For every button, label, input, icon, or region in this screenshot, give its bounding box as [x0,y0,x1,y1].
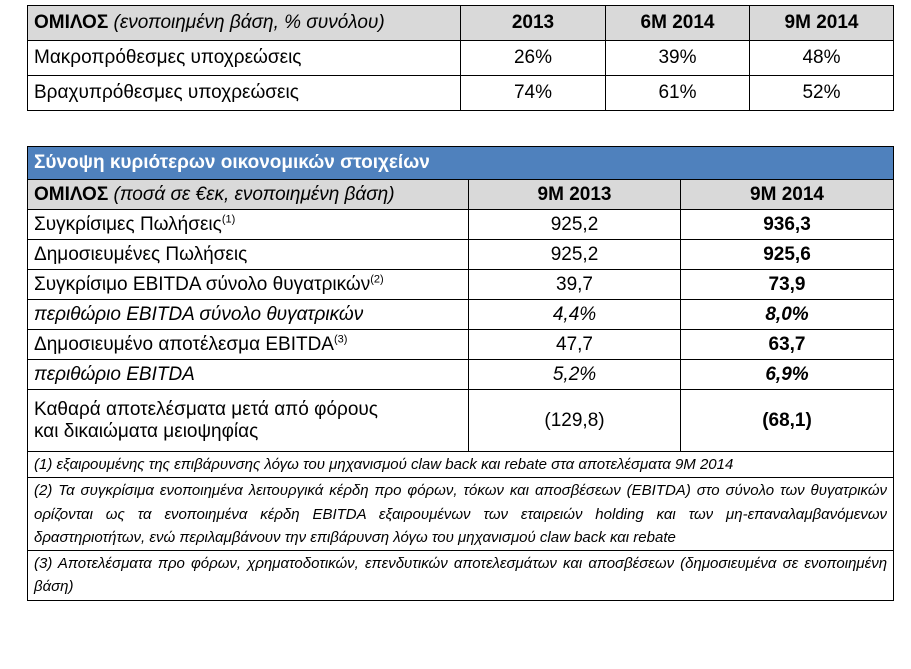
cell-value: 8,0% [679,299,895,330]
cell-value: 936,3 [679,209,895,240]
cell-value: 4,4% [468,299,681,330]
table-row: Καθαρά αποτελέσματα μετά από φόρους και δ… [27,389,895,452]
cell-value: 26% [460,40,606,76]
table-row: Δημοσιευμένες Πωλήσεις 925,2 925,6 [27,239,895,270]
cell-value: 925,2 [468,239,681,270]
table-row: Μακροπρόθεσμες υποχρεώσεις 26% 39% 48% [27,40,894,76]
footnote-row: (1) εξαιρουμένης της επιβάρυνσης λόγω το… [26,450,895,479]
row-label: Καθαρά αποτελέσματα μετά από φόρους και δ… [27,389,469,452]
row-label: Δημοσιευμένο αποτέλεσμα EBITDA(3) [27,329,469,360]
liabilities-table: ΟΜΙΛΟΣ (ενοποιημένη βάση, % συνόλου) 201… [27,5,894,111]
row-label-line2: και δικαιώματα μειοψηφίας [34,420,259,442]
table-header-row: ΟΜΙΛΟΣ (ενοποιημένη βάση, % συνόλου) 201… [27,5,894,41]
cell-value: (129,8) [468,389,681,452]
table-row: περιθώριο EBITDA σύνολο θυγατρικών 4,4% … [27,299,895,330]
cell-value: 48% [749,40,894,76]
table-row: περιθώριο EBITDA 5,2% 6,9% [27,359,895,390]
col-header-9m2014: 9Μ 2014 [679,179,895,210]
cell-value: 73,9 [679,269,895,300]
table-header-row: ΟΜΙΛΟΣ (ποσά σε €εκ, ενοποιημένη βάση) 9… [27,179,895,210]
table-row: Βραχυπρόθεσμες υποχρεώσεις 74% 61% 52% [27,75,894,111]
cell-value: 63,7 [679,329,895,360]
row-label-text: Δημοσιευμένο αποτέλεσμα EBITDA [34,333,334,355]
cell-value: (68,1) [679,389,895,452]
cell-value: 925,2 [468,209,681,240]
cell-value: 39% [605,40,750,76]
table-title: Σύνοψη κυριότερων οικονομικών στοιχείων [26,146,895,180]
cell-value: 925,6 [679,239,895,270]
table-title-row: Σύνοψη κυριότερων οικονομικών στοιχείων [26,146,895,180]
footnote-2: (2) Τα συγκρίσιμα ενοποιημένα λειτουργικ… [26,477,895,551]
cell-value: 74% [460,75,606,111]
cell-value: 5,2% [468,359,681,390]
row-label-text: Συγκρίσιμες Πωλήσεις [34,213,222,235]
row-label: περιθώριο EBITDA [27,359,469,390]
cell-value: 61% [605,75,750,111]
col-header-2013: 2013 [460,5,606,41]
cell-value: 52% [749,75,894,111]
row-label: Συγκρίσιμο EBITDA σύνολο θυγατρικών(2) [27,269,469,300]
col-header-9m2014: 9Μ 2014 [749,5,894,41]
row-label-text: Συγκρίσιμο EBITDA σύνολο θυγατρικών [34,273,371,295]
table-row: Συγκρίσιμες Πωλήσεις(1) 925,2 936,3 [27,209,895,240]
row-label-line1: Καθαρά αποτελέσματα μετά από φόρους [34,398,378,420]
table-row: Συγκρίσιμο EBITDA σύνολο θυγατρικών(2) 3… [27,269,895,300]
header-label-sub: (ενοποιημένη βάση, % συνόλου) [113,12,385,34]
table-row: Δημοσιευμένο αποτέλεσμα EBITDA(3) 47,7 6… [27,329,895,360]
row-label: Συγκρίσιμες Πωλήσεις(1) [27,209,469,240]
row-label: Δημοσιευμένες Πωλήσεις [27,239,469,270]
footnote-1: (1) εξαιρουμένης της επιβάρυνσης λόγω το… [26,450,895,479]
header-label-bold: ΟΜΙΛΟΣ [34,183,109,205]
row-label: Βραχυπρόθεσμες υποχρεώσεις [27,75,461,111]
financial-summary-table: Σύνοψη κυριότερων οικονομικών στοιχείων … [26,146,895,601]
cell-value: 39,7 [468,269,681,300]
col-header-9m2013: 9Μ 2013 [468,179,681,210]
footnote-row: (2) Τα συγκρίσιμα ενοποιημένα λειτουργικ… [26,477,895,551]
header-label-sub: (ποσά σε €εκ, ενοποιημένη βάση) [113,183,395,205]
row-label: Μακροπρόθεσμες υποχρεώσεις [27,40,461,76]
col-header-6m2014: 6Μ 2014 [605,5,750,41]
footnote-ref: (3) [333,333,348,346]
header-label: ΟΜΙΛΟΣ (ποσά σε €εκ, ενοποιημένη βάση) [27,179,469,210]
row-label: περιθώριο EBITDA σύνολο θυγατρικών [27,299,469,330]
footnote-ref: (1) [221,213,236,226]
header-label: ΟΜΙΛΟΣ (ενοποιημένη βάση, % συνόλου) [27,5,461,41]
footnote-row: (3) Αποτελέσματα προ φόρων, χρηματοδοτικ… [26,550,895,601]
footnote-3: (3) Αποτελέσματα προ φόρων, χρηματοδοτικ… [26,550,895,601]
footnote-ref: (2) [370,273,384,286]
header-label-bold: ΟΜΙΛΟΣ [34,12,109,34]
cell-value: 6,9% [679,359,895,390]
cell-value: 47,7 [468,329,681,360]
